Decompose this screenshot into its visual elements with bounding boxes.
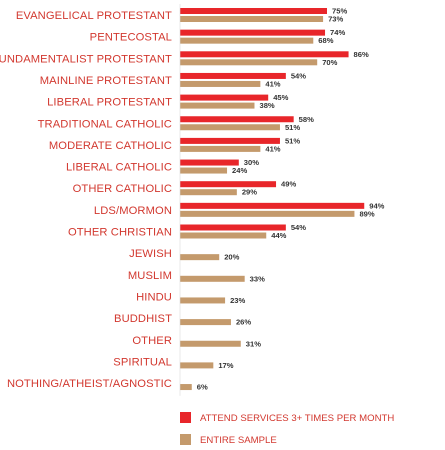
category-label: TRADITIONAL CATHOLIC [38,118,172,130]
bar-entire-sample [180,297,226,304]
category-label: FUNDAMENTALIST PROTESTANT [0,53,172,65]
bar-entire-sample [180,189,237,196]
legend-swatch-attend [180,412,191,423]
category-label: EVANGELICAL PROTESTANT [16,10,172,22]
data-label: 44% [271,231,286,240]
bar-entire-sample [180,16,324,22]
bar-attend [180,51,349,58]
bar-entire-sample [180,167,228,174]
data-label: 54% [291,71,306,80]
legend-label-entire: ENTIRE SAMPLE [200,435,277,446]
bar-attend [180,137,280,144]
data-label: 24% [232,166,247,175]
category-label: MAINLINE PROTESTANT [40,75,172,87]
category-label: LDS/MORMON [94,205,172,217]
data-label: 68% [318,36,333,45]
data-label: 20% [224,253,239,262]
data-label: 54% [291,223,306,232]
category-label: OTHER CATHOLIC [73,183,172,195]
data-label: 89% [359,209,374,218]
bar-attend [180,94,269,101]
category-label: LIBERAL CATHOLIC [66,162,172,174]
data-label: 74% [330,28,345,37]
category-label: LIBERAL PROTESTANT [47,97,172,109]
category-label: JEWISH [129,248,172,260]
bar-entire-sample [180,254,220,261]
data-label: 49% [281,180,296,189]
data-label: 38% [259,101,274,110]
bar-entire-sample [180,210,355,217]
bar-entire-sample [180,124,280,131]
bar-attend [180,159,239,166]
bar-entire-sample [180,59,318,66]
category-label: OTHER CHRISTIAN [68,227,172,239]
bar-entire-sample [180,275,245,282]
category-label: BUDDHIST [114,313,172,325]
data-label: 41% [265,79,280,88]
bar-entire-sample [180,145,261,152]
data-label: 94% [369,201,384,210]
data-label: 6% [197,383,208,392]
data-label: 23% [230,296,245,305]
data-label: 51% [285,136,300,145]
data-label: 45% [273,93,288,102]
bar-entire-sample [180,37,314,44]
legend-swatch-entire [180,434,191,445]
data-label: 17% [218,361,233,370]
data-label: 26% [236,318,251,327]
data-label: 29% [242,188,257,197]
bar-entire-sample [180,362,214,369]
bar-entire-sample [180,80,261,87]
legend: ATTEND SERVICES 3+ TIMES PER MONTH ENTIR… [180,412,394,446]
bar-entire-sample [180,340,241,347]
data-label: 58% [299,115,314,124]
bar-attend [180,8,327,14]
bar-attend [180,202,365,209]
category-label: PENTECOSTAL [90,32,172,44]
bar-attend [180,224,286,231]
data-label: 31% [246,339,261,348]
bar-entire-sample [180,102,255,109]
data-label: 70% [322,58,337,67]
category-label: NOTHING/ATHEIST/AGNOSTIC [7,378,172,390]
bar-attend [180,72,286,79]
bar-entire-sample [180,384,192,391]
legend-label-attend: ATTEND SERVICES 3+ TIMES PER MONTH [200,413,394,424]
data-label: 73% [328,15,343,24]
category-label: SPIRITUAL [113,356,172,368]
category-label: HINDU [136,291,172,303]
data-label: 86% [354,50,369,59]
bar-attend [180,181,277,188]
category-label: MUSLIM [128,270,172,282]
bar-entire-sample [180,232,267,239]
data-label: 51% [285,123,300,132]
bar-attend [180,116,294,123]
bar-attend [180,29,326,36]
data-label: 30% [244,158,259,167]
data-label: 41% [265,144,280,153]
category-label: OTHER [132,335,172,347]
chart-bars: EVANGELICAL PROTESTANT 75%73% PENTECOSTAL 7… [0,4,385,396]
data-label: 75% [332,7,347,16]
data-label: 33% [250,274,265,283]
category-label: MODERATE CATHOLIC [49,140,172,152]
bar-entire-sample [180,319,231,326]
